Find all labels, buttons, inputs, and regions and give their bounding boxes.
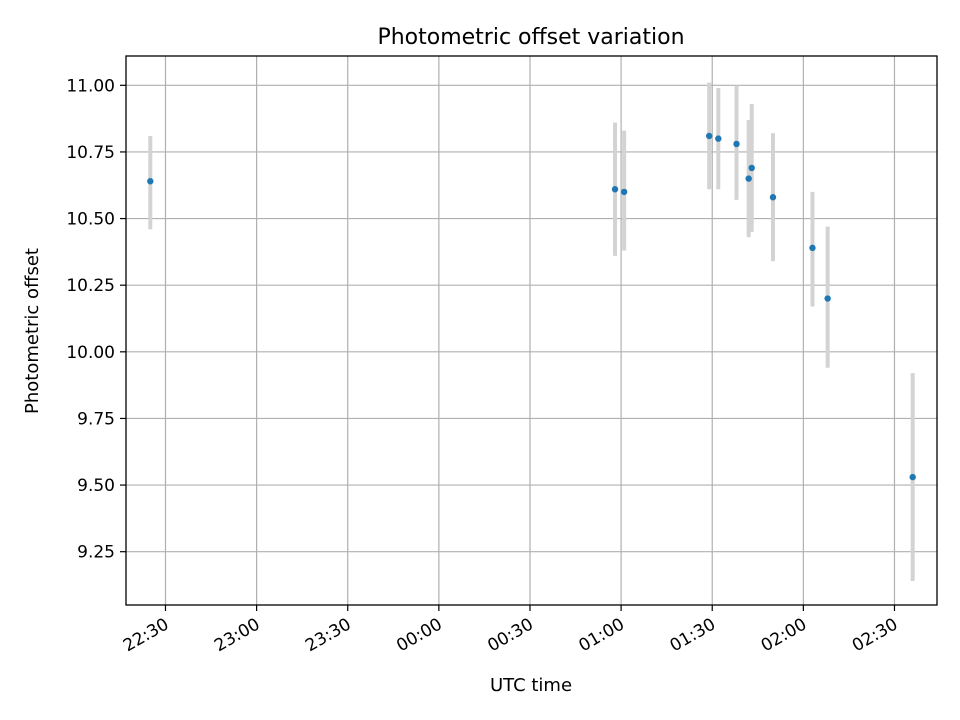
data-point <box>909 473 916 481</box>
y-tick-label: 9.50 <box>77 476 115 496</box>
data-point <box>733 140 740 148</box>
y-tick-label: 9.75 <box>77 409 115 429</box>
data-point <box>620 188 628 196</box>
y-tick-label: 10.25 <box>66 276 115 296</box>
data-point <box>715 135 722 142</box>
y-axis-label: Photometric offset <box>22 248 43 414</box>
data-point <box>748 164 755 172</box>
data-point <box>809 244 816 252</box>
axes-frame <box>125 55 938 606</box>
data-point <box>705 132 713 140</box>
data-point <box>824 295 831 302</box>
data-point <box>745 175 752 182</box>
data-point <box>611 186 619 193</box>
y-tick-label: 10.75 <box>66 143 115 163</box>
data-point <box>147 178 154 185</box>
x-axis-label: UTC time <box>490 675 572 696</box>
chart-title: Photometric offset variation <box>377 25 684 50</box>
data-point <box>769 194 777 201</box>
y-tick-label: 10.00 <box>66 343 115 363</box>
y-tick-label: 11.00 <box>66 76 115 96</box>
y-tick-label: 9.25 <box>77 543 115 563</box>
y-tick-label: 10.50 <box>66 210 115 230</box>
